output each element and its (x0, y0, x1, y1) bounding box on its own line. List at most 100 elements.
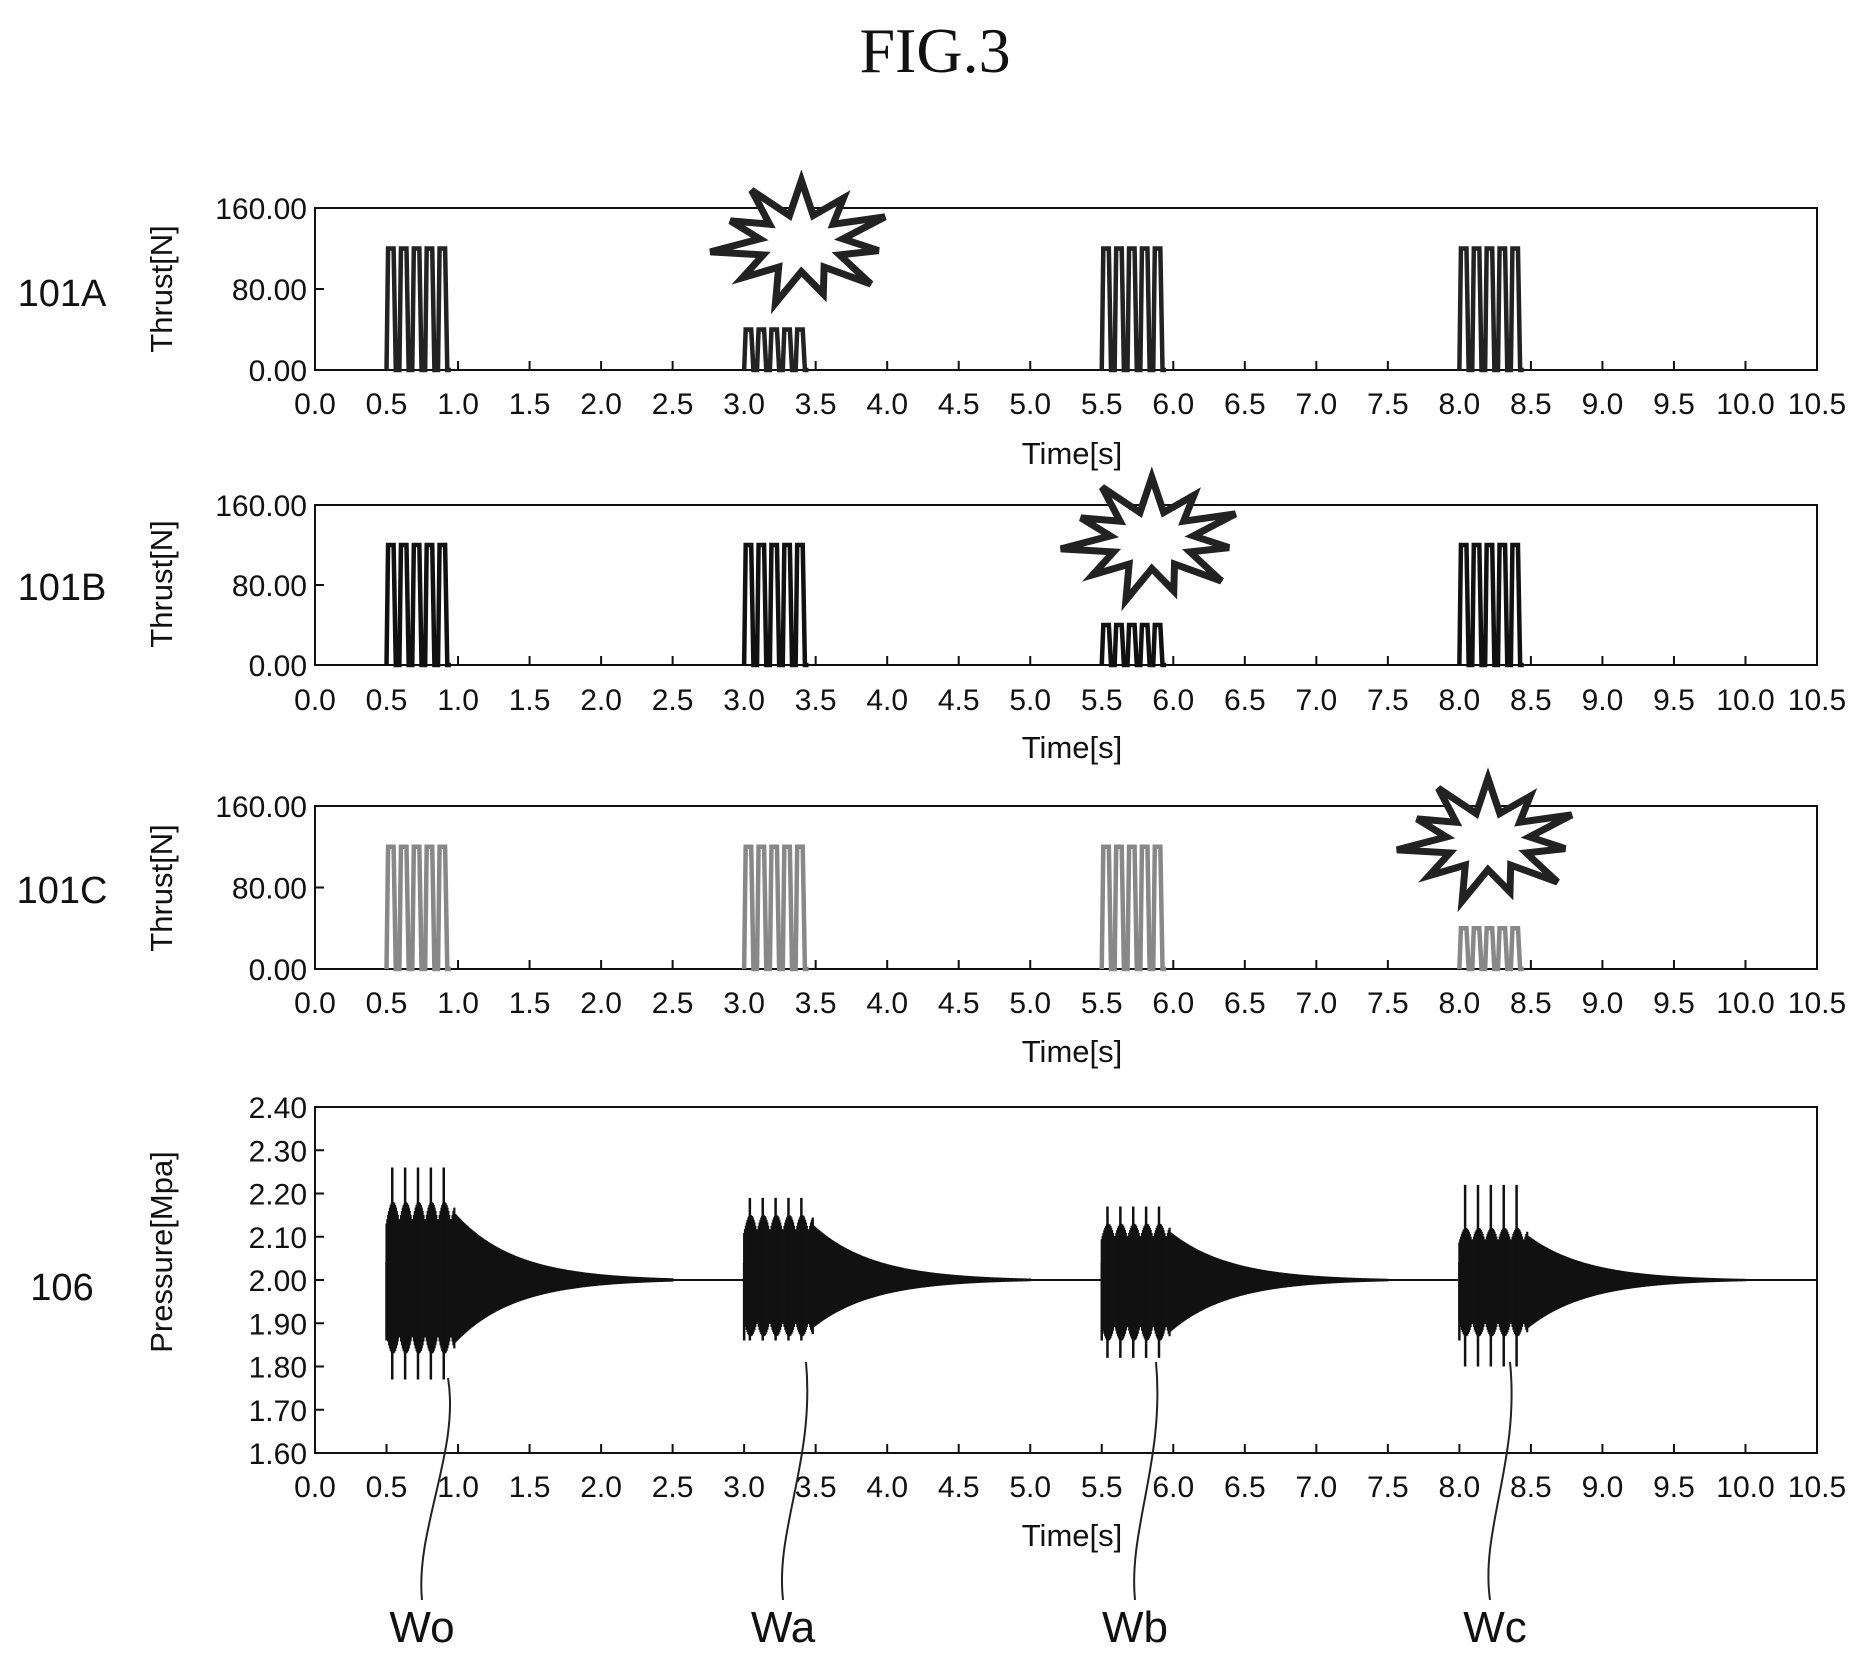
x-tick-label: 3.5 (795, 388, 837, 421)
y-tick-label: 160.00 (215, 490, 307, 523)
x-tick-label: 8.0 (1439, 684, 1481, 717)
x-tick-label: 9.0 (1582, 388, 1624, 421)
x-tick-label: 4.5 (938, 684, 980, 717)
panel-106-ticks: 0.0 0.5 1.0 1.5 2.0 2.5 3.0 3.5 4.0 4.5 5.0 5.5 6.0 6… (249, 1092, 1847, 1504)
x-tick-label: 0.5 (366, 388, 408, 421)
thrust-pulse-group (384, 542, 451, 668)
panel-106-id: 106 (30, 1267, 93, 1309)
wave-label-wb: Wb (1102, 1603, 1168, 1652)
x-tick-label: 1.0 (437, 684, 479, 717)
x-tick-label: 2.5 (652, 1471, 694, 1504)
x-tick-label: 7.0 (1295, 987, 1337, 1020)
x-tick-label: 10.0 (1716, 388, 1774, 421)
panel-101b: 101B Thrust[N] 0.0 0.5 1.0 1.5 2.0 2.5 3.0 3.5 4… (18, 466, 1846, 765)
panel-101b-id: 101B (18, 567, 107, 609)
x-tick-label: 10.5 (1788, 1471, 1846, 1504)
x-tick-label: 8.5 (1510, 987, 1552, 1020)
y-tick-label: 80.00 (232, 873, 307, 906)
panel-101a-ylabel: Thrust[N] (144, 225, 179, 352)
x-tick-label: 7.5 (1367, 1471, 1409, 1504)
x-tick-label: 4.0 (866, 1471, 908, 1504)
y-tick-label: 2.30 (249, 1135, 307, 1168)
x-tick-label: 6.5 (1224, 1471, 1266, 1504)
x-tick-label: 6.0 (1152, 987, 1194, 1020)
pressure-wave (1100, 1206, 1389, 1358)
x-tick-label: 6.5 (1224, 987, 1266, 1020)
panel-106-trace (385, 1167, 1817, 1380)
x-tick-label: 9.0 (1582, 684, 1624, 717)
pressure-oscillation (1458, 1228, 1747, 1337)
panel-101b-trace (384, 542, 1524, 668)
y-tick-label: 80.00 (232, 570, 307, 603)
x-tick-label: 10.0 (1716, 684, 1774, 717)
x-tick-label: 3.0 (723, 684, 765, 717)
x-tick-label: 8.0 (1439, 388, 1481, 421)
x-tick-label: 3.5 (795, 684, 837, 717)
thrust-pulse-group (1457, 926, 1524, 972)
thrust-pulse-group (1099, 622, 1167, 668)
x-tick-label: 10.0 (1716, 1471, 1774, 1504)
x-tick-label: 6.5 (1224, 684, 1266, 717)
x-tick-label: 2.5 (652, 987, 694, 1020)
panel-106: 106 Pressure[Mpa] 0.0 0.5 1.0 1.5 2.0 2.5 3.0 3… (30, 1092, 1846, 1553)
panel-101a-id: 101A (18, 273, 107, 315)
y-tick-label: 0.00 (249, 355, 307, 388)
panel-101a-trace (384, 246, 1524, 373)
panel-101c-ylabel: Thrust[N] (144, 824, 179, 951)
x-tick-label: 5.0 (1009, 684, 1051, 717)
y-tick-label: 160.00 (215, 791, 307, 824)
x-tick-label: 0.0 (294, 388, 336, 421)
x-tick-label: 2.0 (580, 388, 622, 421)
x-tick-label: 9.5 (1653, 987, 1695, 1020)
thrust-pulse-group (1099, 844, 1167, 972)
thrust-pulse-group (1457, 246, 1524, 373)
x-tick-label: 9.5 (1653, 1471, 1695, 1504)
wave-label-wo: Wo (389, 1603, 454, 1652)
panel-101c-id: 101C (17, 870, 108, 912)
x-tick-label: 2.5 (652, 684, 694, 717)
panel-101c-frame (314, 805, 1818, 970)
panel-101c-trace (384, 844, 1524, 972)
panel-101c-ticks: 0.0 0.5 1.0 1.5 2.0 2.5 3.0 3.5 4.0 4.5 5.0 5.5 6.0 6… (215, 791, 1846, 1020)
panel-101b-xlabel: Time[s] (1022, 730, 1122, 765)
x-tick-label: 6.0 (1152, 684, 1194, 717)
thrust-pulse-group (741, 542, 809, 668)
panel-101b-ylabel: Thrust[N] (144, 520, 179, 647)
panel-106-xlabel: Time[s] (1022, 1518, 1122, 1553)
panel-101a-frame (314, 207, 1818, 371)
x-tick-label: 0.0 (294, 684, 336, 717)
thrust-pulse-group (1457, 542, 1524, 668)
x-tick-label: 5.0 (1009, 1471, 1051, 1504)
x-tick-label: 7.0 (1295, 1471, 1337, 1504)
y-tick-label: 2.10 (249, 1222, 307, 1255)
x-tick-label: 7.0 (1295, 684, 1337, 717)
panel-101a: 101A Thrust[N] 0.0 0.5 1.0 1.5 2.0 2.5 3.0 3.5 4… (18, 169, 1846, 471)
wave-label-wa: Wa (751, 1603, 816, 1652)
y-tick-label: 1.80 (249, 1352, 307, 1385)
x-tick-label: 4.5 (938, 1471, 980, 1504)
x-tick-label: 8.5 (1510, 388, 1552, 421)
x-tick-label: 7.5 (1367, 684, 1409, 717)
x-tick-label: 8.0 (1439, 987, 1481, 1020)
x-tick-label: 3.0 (723, 987, 765, 1020)
pressure-oscillation (743, 1215, 1032, 1337)
x-tick-label: 2.0 (580, 684, 622, 717)
x-tick-label: 10.5 (1788, 987, 1846, 1020)
wave-leader-wb (1133, 1361, 1159, 1601)
y-tick-label: 1.60 (249, 1438, 307, 1471)
panel-101c: 101C Thrust[N] 0.0 0.5 1.0 1.5 2.0 2.5 3.0 3.5 4… (17, 767, 1846, 1069)
x-tick-label: 10.5 (1788, 684, 1846, 717)
x-tick-label: 8.0 (1439, 1471, 1481, 1504)
x-tick-label: 5.5 (1081, 388, 1123, 421)
x-tick-label: 2.5 (652, 388, 694, 421)
x-tick-label: 7.0 (1295, 388, 1337, 421)
y-tick-label: 2.20 (249, 1179, 307, 1212)
x-tick-label: 0.5 (366, 987, 408, 1020)
x-tick-label: 4.5 (938, 388, 980, 421)
pressure-oscillation (1100, 1223, 1389, 1341)
panel-101a-xlabel: Time[s] (1022, 436, 1122, 471)
y-tick-label: 80.00 (232, 274, 307, 307)
pressure-wave (742, 1197, 1032, 1341)
y-tick-label: 2.40 (249, 1092, 307, 1125)
x-tick-label: 0.5 (366, 684, 408, 717)
